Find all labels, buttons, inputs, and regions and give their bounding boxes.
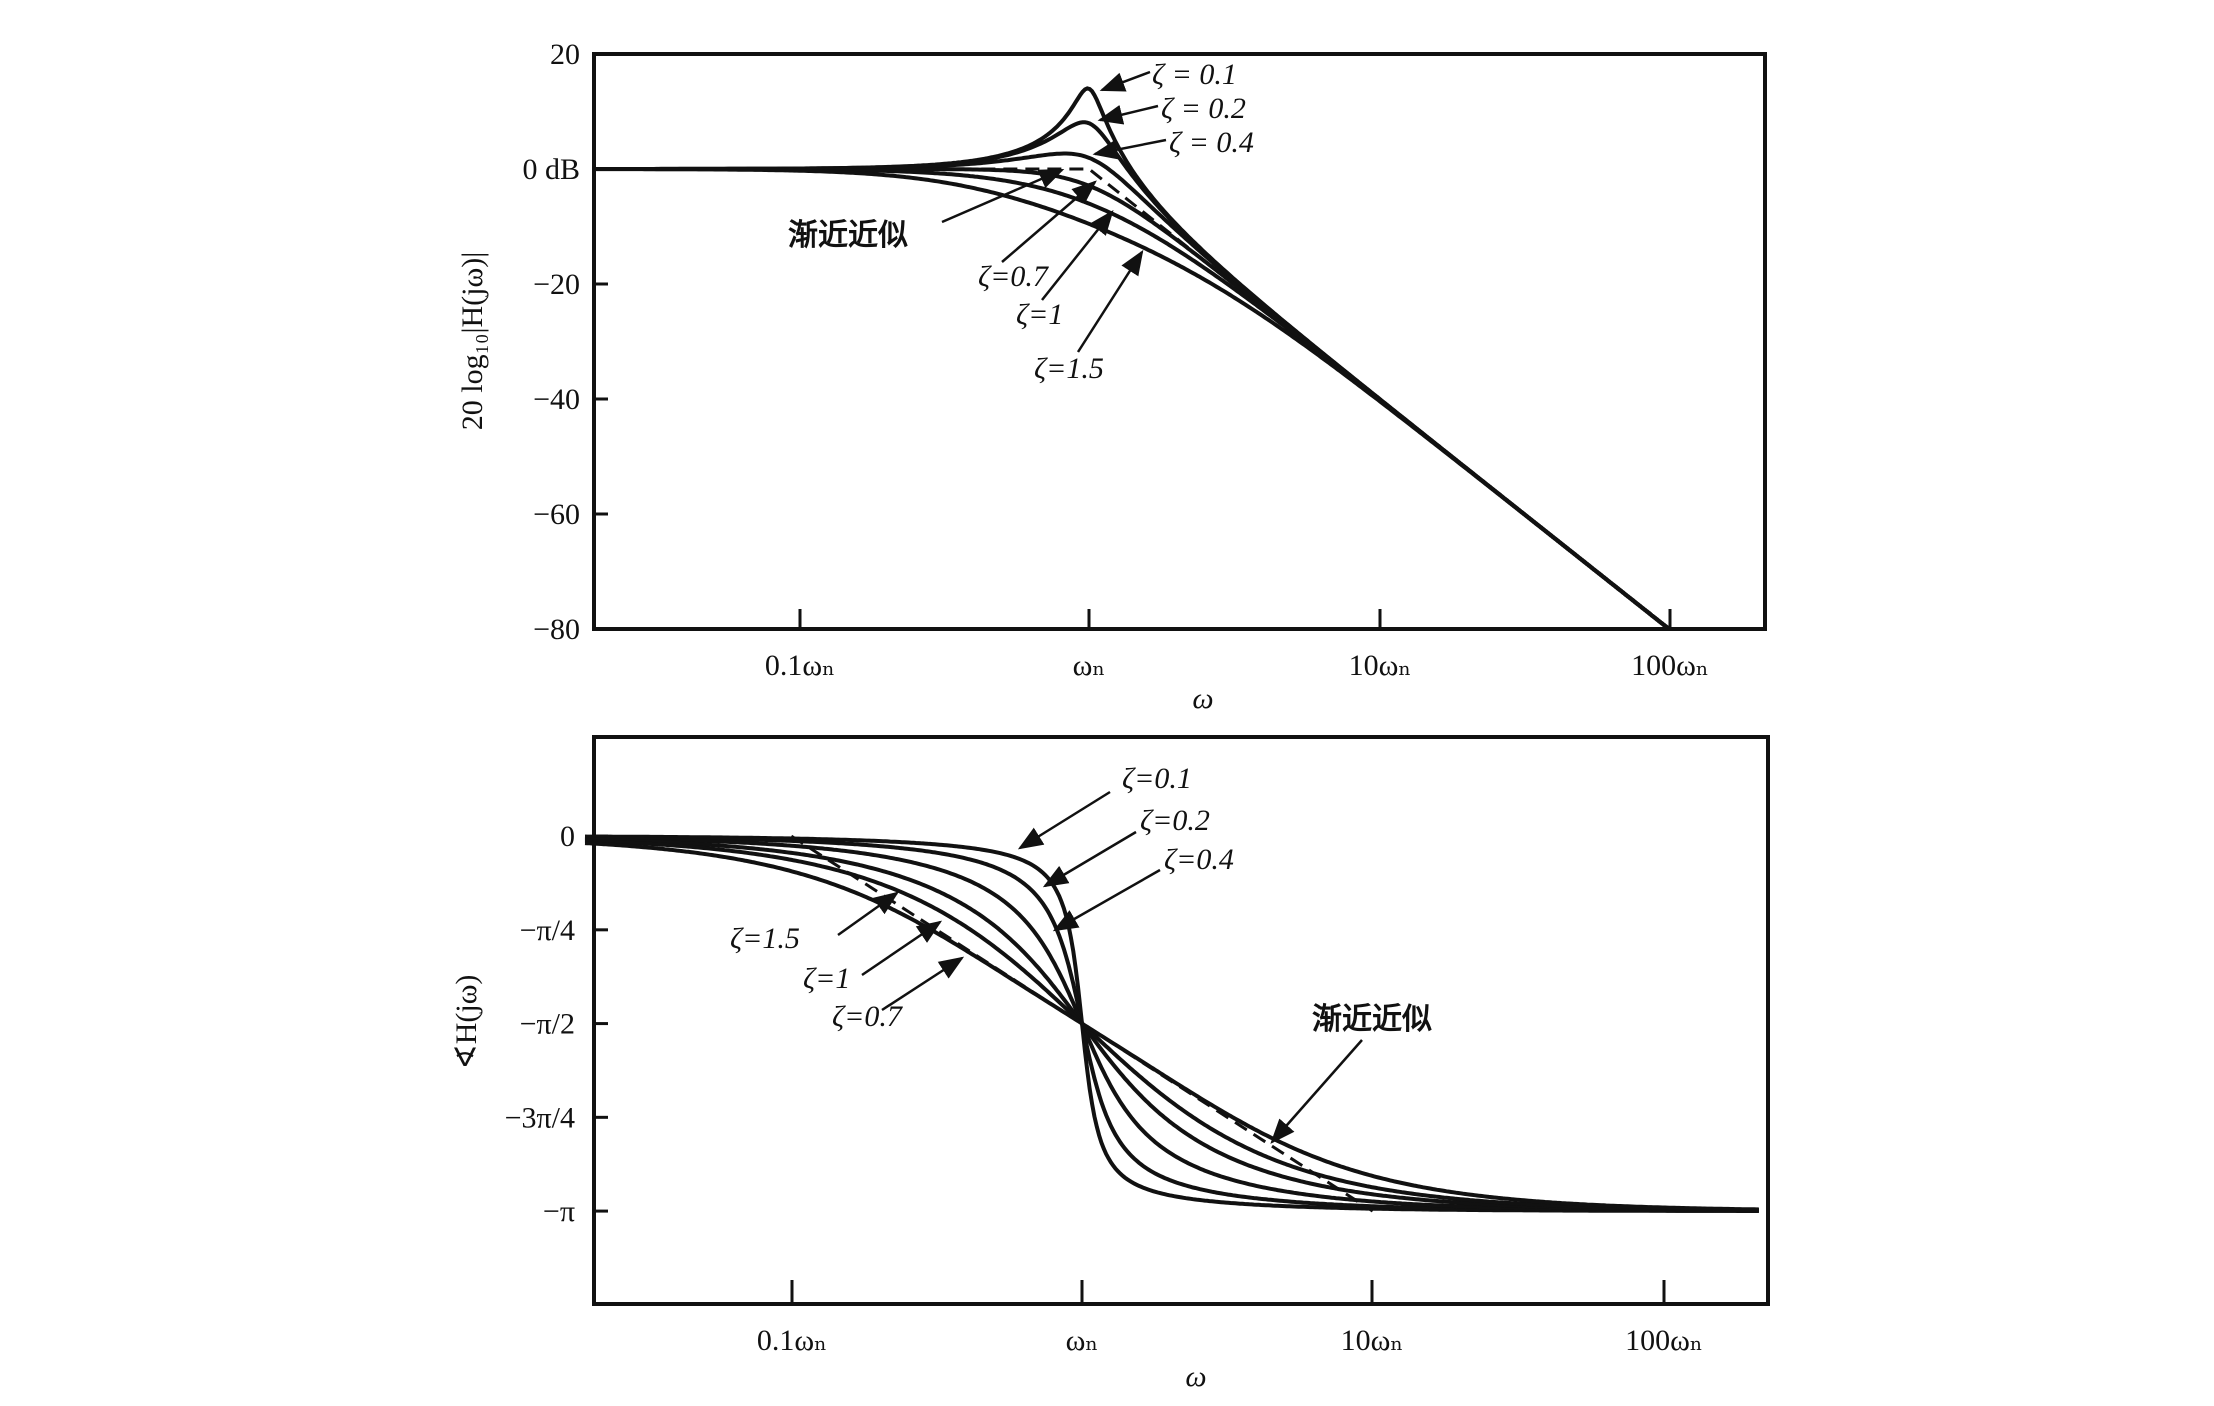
arrow-ph-zeta-0.7: [881, 956, 965, 1012]
mag-x-tick-label: 100ωₙ: [1631, 649, 1709, 682]
phase-curve-zeta-1: [584, 838, 1759, 1212]
label-mag-zeta-0.4: ζ = 0.4: [1169, 126, 1254, 159]
label-ph-zeta-0.1: ζ=0.1: [1122, 762, 1192, 795]
phase-y-tick-label: −π/2: [520, 1008, 575, 1041]
label-ph-zeta-1: ζ=1: [803, 962, 850, 995]
phase-x-axis-label: ω: [1185, 1360, 1206, 1393]
mag-curve-zeta-0.2: [593, 120, 1671, 631]
magnitude-x-axis-label: ω: [1192, 682, 1213, 715]
arrow-ph-asymptote: [1270, 1039, 1363, 1144]
phase-plot-frame: [592, 735, 1770, 1306]
label-mag-zeta-0.7: ζ=0.7: [978, 260, 1050, 293]
mag-y-tick-label: 20: [550, 38, 580, 71]
mag-y-tick-label: −20: [533, 268, 580, 301]
mag-x-tick-label: 0.1ωₙ: [765, 649, 835, 682]
label-mag-zeta-0.2: ζ = 0.2: [1161, 92, 1246, 125]
mag-curve-zeta-1.5: [593, 167, 1671, 631]
label-ph-zeta-0.7: ζ=0.7: [832, 1000, 904, 1033]
arrow-mag-zeta-0.2: [1097, 104, 1159, 125]
magnitude-y-axis-label: 20 log₁₀|H(jω)|: [456, 252, 489, 431]
mag-curve-zeta-0.7: [593, 167, 1671, 631]
arrow-ph-zeta-0.1: [1017, 790, 1111, 850]
phase-y-tick-label: −π/4: [520, 914, 575, 947]
arrow-ph-zeta-0.2: [1042, 830, 1137, 888]
mag-y-tick-label: −60: [533, 498, 580, 531]
mag-y-tick-label: 0 dB: [522, 153, 580, 186]
phase-x-tick-label: 100ωₙ: [1625, 1324, 1703, 1357]
magnitude-ticks: 20 0 dB −20 −40 −60 −80 0.1ωₙ ωₙ 10ωₙ 100ωₙ: [522, 38, 1708, 682]
label-ph-zeta-1.5: ζ=1.5: [730, 922, 800, 955]
mag-y-tick-label: −80: [533, 613, 580, 646]
mag-x-tick-label: ωₙ: [1073, 649, 1106, 682]
mag-asymptote: [937, 167, 1229, 280]
phase-curves: [584, 834, 1759, 1213]
phase-y-tick-label: −π: [543, 1195, 575, 1228]
arrow-mag-zeta-0.4: [1092, 138, 1167, 160]
phase-x-tick-label: ωₙ: [1066, 1324, 1099, 1357]
arrow-mag-zeta-1.5: [1076, 249, 1144, 353]
phase-x-tick-label: 0.1ωₙ: [757, 1324, 827, 1357]
label-mag-zeta-1.5: ζ=1.5: [1034, 352, 1104, 385]
phase-curve-zeta-0.4: [584, 835, 1759, 1213]
arrow-ph-zeta-0.4: [1052, 868, 1161, 932]
phase-plot: 0 −π/4 −π/2 −3π/4 −π 0.1ωₙ ωₙ 10ωₙ 100ωₙ ω ∢H(jω…: [450, 735, 1770, 1393]
phase-x-tick-label: 10ωₙ: [1341, 1324, 1404, 1357]
arrow-mag-zeta-0.1: [1099, 70, 1151, 92]
label-mag-zeta-1: ζ=1: [1016, 298, 1063, 331]
magnitude-curves: [593, 86, 1671, 631]
arrow-ph-zeta-1.5: [837, 891, 900, 937]
arrow-mag-zeta-0.7: [1001, 180, 1097, 263]
phase-y-tick-label: 0: [560, 820, 575, 853]
label-mag-asymptote: 渐近近似: [788, 218, 908, 253]
arrow-mag-asymptote: [941, 168, 1065, 224]
label-ph-asymptote: 渐近近似: [1312, 1002, 1432, 1037]
magnitude-plot-frame: [592, 52, 1767, 631]
magnitude-plot: 20 0 dB −20 −40 −60 −80 0.1ωₙ ωₙ 10ωₙ 100ωₙ ω 20 …: [456, 38, 1767, 715]
label-ph-zeta-0.2: ζ=0.2: [1140, 804, 1210, 837]
phase-ticks: 0 −π/4 −π/2 −3π/4 −π 0.1ωₙ ωₙ 10ωₙ 100ωₙ: [505, 820, 1703, 1357]
label-ph-zeta-0.4: ζ=0.4: [1164, 843, 1234, 876]
arrow-mag-zeta-1: [1041, 210, 1114, 301]
mag-x-tick-label: 10ωₙ: [1349, 649, 1412, 682]
phase-y-axis-label: ∢H(jω): [450, 975, 483, 1070]
label-mag-zeta-0.1: ζ = 0.1: [1152, 58, 1237, 91]
mag-curve-zeta-1: [593, 167, 1671, 631]
phase-y-tick-label: −3π/4: [505, 1101, 575, 1134]
mag-y-tick-label: −40: [533, 383, 580, 416]
arrow-ph-zeta-1: [861, 920, 943, 977]
